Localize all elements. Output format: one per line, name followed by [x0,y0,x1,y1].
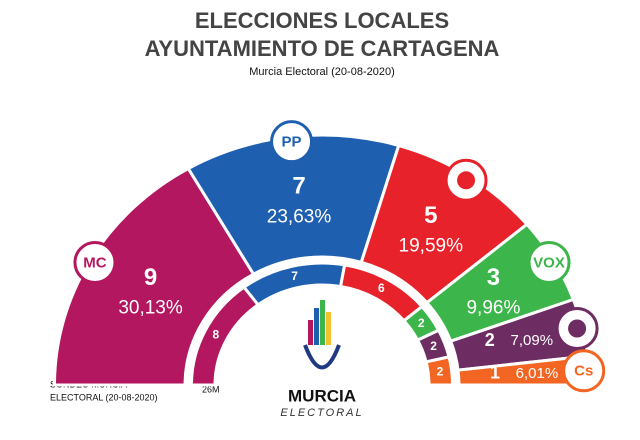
logo-icon [568,319,587,338]
wedge [52,166,256,387]
party-logo: MC [73,241,117,284]
seat-label: 5 [424,202,437,229]
percent-label: 19,59% [399,235,464,256]
chart-title: ELECCIONES LOCALES [195,8,449,33]
party-logo: Cs [562,349,606,393]
wedge [424,355,455,387]
party-logo: PP [270,120,314,164]
party-name: Cs [574,363,593,380]
seat-label: 2 [485,330,495,350]
percent-label: 9,96% [466,298,520,319]
brand-logo [303,300,341,370]
seat-label: 9 [144,264,157,291]
seat-label-26m: 7 [291,269,298,283]
party-logo [444,158,488,202]
seat-label: 7 [292,173,305,200]
note: ELECTORAL (20-08-2020) [50,392,158,402]
seat-label: 1 [490,363,500,383]
seat-label-26m: 2 [418,316,425,330]
seat-label-26m: 6 [378,281,385,295]
percent-label: 6,01% [516,365,559,382]
logo-badge [270,120,314,164]
seat-label-26m: 2 [437,364,444,378]
percent-label: 7,09% [511,332,554,349]
logo-icon [457,171,476,190]
chart-title: AYUNTAMIENTO DE CARTAGENA [145,36,500,61]
percent-label: 23,63% [267,206,332,227]
logo-badge [527,241,571,284]
party-name: MC [83,254,106,271]
party-name: PP [282,134,302,151]
brand-subtitle: ELECTORAL [280,407,363,419]
seat-label-26m: 8 [213,327,220,341]
logo-badge [562,349,606,393]
seat-label: 3 [487,264,500,291]
percent-label: 30,13% [118,298,183,319]
party-name: VOX [533,254,565,271]
logo-badge [73,241,117,284]
party-logo: VOX [527,241,571,284]
party-logo [555,306,599,350]
inner-label: 26M [202,384,220,394]
brand-title: MURCIA [288,386,356,405]
chart-subtitle: Murcia Electoral (20-08-2020) [249,66,395,78]
seat-label-26m: 2 [430,339,437,353]
